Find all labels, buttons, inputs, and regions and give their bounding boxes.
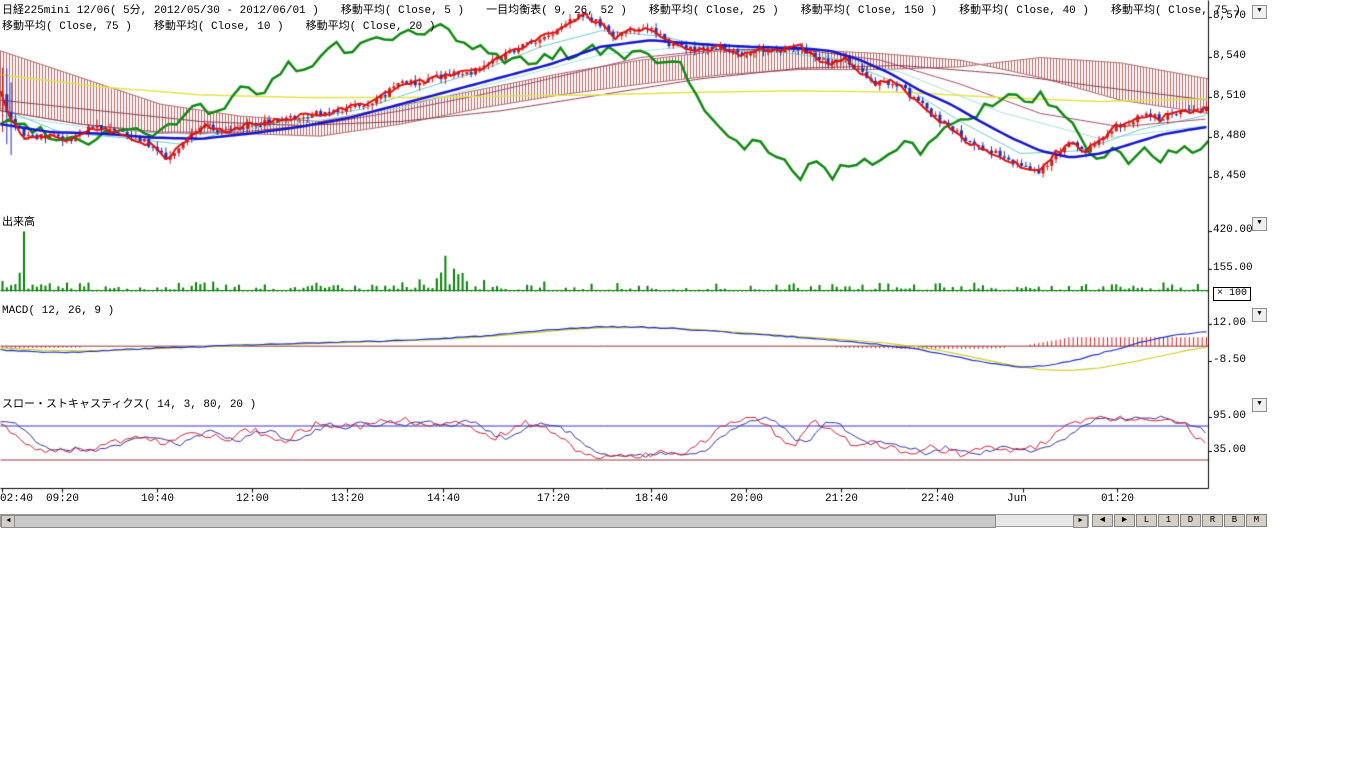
x-axis-tick-label: 13:20 — [331, 493, 365, 505]
price-axis-tick-label: 8,570 — [1213, 10, 1247, 22]
stochastics-panel-label: スロー・ストキャスティクス( 14, 3, 80, 20 ) — [2, 399, 257, 411]
legend-item: 移動平均( Close, 75 ) — [1110, 5, 1241, 17]
macd-axis-tick-label: 12.00 — [1213, 317, 1247, 329]
panel-scroll-down-button[interactable]: ▼ — [1252, 5, 1267, 19]
toolbar-button[interactable]: M — [1246, 514, 1267, 527]
legend-item: 一目均衡表( 9, 26, 52 ) — [486, 5, 627, 17]
legend-item: 移動平均( Close, 5 ) — [340, 5, 465, 17]
x-axis-tick-label: 17:20 — [537, 493, 571, 505]
volume-axis-tick-label: 155.00 — [1213, 261, 1253, 274]
toolbar-button[interactable]: R — [1202, 514, 1223, 527]
macd-axis-tick-label: -8.50 — [1213, 354, 1247, 366]
horizontal-scrollbar[interactable]: ◄ ► — [0, 514, 1089, 528]
toolbar-button[interactable]: ◄ — [1092, 514, 1113, 527]
legend-item: 日経225mini 12/06( 5分, 2012/05/30 - 2012/0… — [2, 5, 319, 17]
panel-scroll-down-button[interactable]: ▼ — [1252, 398, 1267, 412]
x-axis-tick-label: 18:40 — [635, 493, 669, 505]
macd-panel-label: MACD( 12, 26, 9 ) — [2, 305, 115, 317]
legend-item: 移動平均( Close, 10 ) — [153, 21, 284, 33]
price-axis-tick-label: 8,450 — [1213, 170, 1247, 182]
x-axis-tick-label: 20:00 — [730, 493, 764, 505]
price-axis-tick-label: 8,480 — [1213, 130, 1247, 142]
scrollbar-right-arrow-icon[interactable]: ► — [1073, 515, 1088, 528]
price-axis-tick-label: 8,540 — [1213, 50, 1247, 62]
x-axis-tick-label: 01:20 — [1101, 493, 1135, 505]
volume-axis-tick-label: 420.00 — [1213, 224, 1253, 236]
x-axis-tick-label: 14:40 — [427, 493, 461, 505]
x-axis-tick-label: 02:40 — [0, 493, 34, 505]
volume-panel-label: 出来高 — [2, 217, 35, 229]
chart-legend-row-2: 移動平均( Close, 75 ) 移動平均( Close, 10 ) 移動平均( … — [2, 17, 435, 33]
price-axis-tick-label: 8,510 — [1213, 90, 1247, 102]
legend-item: 移動平均( Close, 40 ) — [959, 5, 1089, 17]
legend-item: 移動平均( Close, 25 ) — [648, 5, 779, 17]
x-axis-tick-label: 21:20 — [825, 493, 859, 505]
legend-item: 移動平均( Close, 150 ) — [800, 5, 938, 17]
stoch-axis-tick-label: 95.00 — [1213, 410, 1247, 422]
legend-item: 移動平均( Close, 75 ) — [2, 21, 132, 33]
legend-item: 移動平均( Close, 20 ) — [305, 21, 436, 33]
scrollbar-thumb[interactable] — [14, 515, 996, 528]
panel-scroll-down-button[interactable]: ▼ — [1252, 308, 1267, 322]
stoch-axis-tick-label: 35.00 — [1213, 444, 1247, 456]
toolbar-button[interactable]: L — [1136, 514, 1157, 527]
x-axis-tick-label: 22:40 — [921, 493, 955, 505]
x-axis-tick-label: 12:00 — [236, 493, 270, 505]
toolbar-button[interactable]: 1 — [1158, 514, 1179, 527]
chart-legend-row-1: 日経225mini 12/06( 5分, 2012/05/30 - 2012/0… — [2, 1, 1241, 17]
x-axis-tick-label: 10:40 — [141, 493, 175, 505]
chart-canvas[interactable] — [0, 0, 1212, 496]
x-axis-tick-label: 09:20 — [46, 493, 80, 505]
bottom-toolbar: ◄ ► L 1 D R B M — [1092, 514, 1267, 527]
panel-scroll-down-button[interactable]: ▼ — [1252, 217, 1267, 231]
toolbar-button[interactable]: D — [1180, 514, 1201, 527]
toolbar-button[interactable]: ► — [1114, 514, 1135, 527]
volume-scale-badge: × 100 — [1213, 287, 1252, 301]
toolbar-button[interactable]: B — [1224, 514, 1245, 527]
x-axis-tick-label: Jun — [1007, 493, 1027, 505]
